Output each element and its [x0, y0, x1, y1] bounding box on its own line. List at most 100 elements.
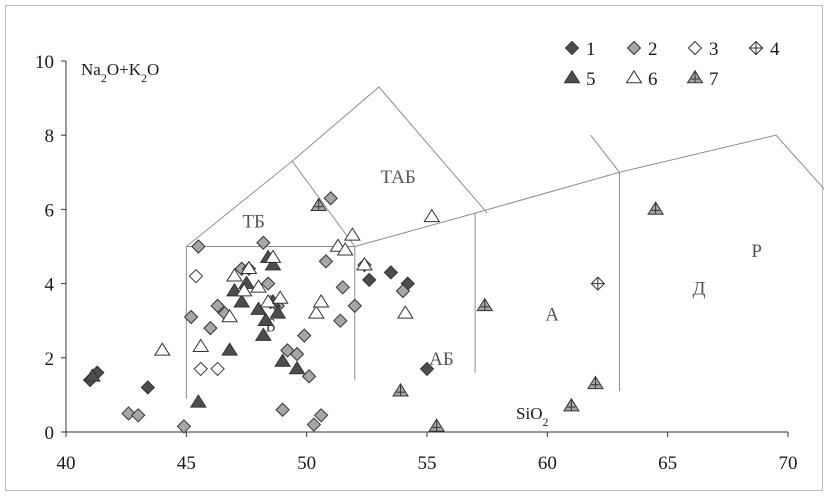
data-point [188, 268, 204, 284]
data-point [306, 417, 322, 432]
data-point [347, 298, 363, 314]
data-point [264, 256, 282, 271]
data-point [307, 305, 325, 319]
data-point [140, 380, 156, 395]
data-point [428, 418, 446, 432]
data-point [362, 272, 377, 288]
data-point [269, 305, 287, 319]
x-tick-label: 45 [177, 453, 196, 474]
data-point [210, 298, 225, 314]
data-point [189, 394, 207, 408]
series-7 [310, 197, 665, 432]
y-tick-label: 2 [45, 349, 55, 370]
data-point [476, 297, 494, 312]
data-point [310, 197, 328, 211]
data-point [590, 276, 606, 291]
legend-label-3: 3 [709, 39, 719, 60]
data-point [275, 402, 290, 417]
data-point [256, 235, 271, 250]
field-label: ТБ [242, 212, 265, 233]
data-point [289, 346, 305, 362]
data-point [274, 353, 292, 367]
data-point [587, 375, 604, 390]
x-axis-label: SiO2 [516, 404, 548, 429]
x-tick-label: 40 [57, 453, 76, 474]
data-point [333, 313, 348, 328]
legend-marker-3 [687, 40, 703, 56]
data-point [250, 279, 267, 293]
field-label: АБ [429, 349, 454, 370]
axes [65, 61, 788, 433]
x-tick-label: 65 [658, 453, 677, 474]
legend-marker-5 [563, 69, 581, 84]
data-point [423, 208, 441, 223]
data-point [257, 312, 275, 326]
data-point [221, 308, 239, 323]
data-point [191, 239, 206, 254]
series-6 [153, 208, 441, 356]
data-point [153, 342, 171, 356]
y-axis-label: Na2O+K2O [81, 60, 159, 85]
data-point [301, 369, 317, 384]
data-point [318, 254, 334, 269]
data-point [356, 256, 373, 271]
x-tick-label: 60 [538, 453, 557, 474]
legend-label-5: 5 [586, 69, 596, 90]
data-point [121, 406, 136, 421]
data-point [271, 290, 289, 304]
data-point [392, 383, 409, 397]
legend: 1 2 3 4 5 6 7 [563, 39, 780, 90]
data-points [82, 191, 665, 434]
field-boundary-line [354, 212, 476, 373]
data-point [233, 294, 251, 308]
legend-label-7: 7 [709, 69, 719, 90]
data-point [323, 191, 338, 206]
data-point [335, 280, 350, 295]
data-point [193, 361, 208, 377]
data-point [238, 275, 255, 289]
data-point [260, 276, 276, 291]
field-label: ТАБ [380, 167, 415, 188]
field-label: А [545, 304, 559, 325]
legend-marker-6 [625, 69, 643, 84]
data-point [226, 268, 243, 282]
field-label: Р [751, 241, 762, 262]
data-point [395, 283, 411, 299]
data-point [288, 360, 306, 375]
x-tick-label: 50 [297, 453, 316, 474]
data-point [250, 301, 267, 315]
data-point [84, 368, 101, 382]
legend-label-2: 2 [648, 39, 658, 60]
y-tick-label: 6 [45, 200, 55, 221]
x-tick-label: 55 [418, 453, 437, 474]
field-boundary-line [291, 86, 488, 214]
y-tick-label: 4 [45, 275, 55, 296]
data-point [130, 408, 146, 423]
data-point [647, 201, 665, 215]
data-point [419, 361, 435, 377]
data-point [336, 242, 354, 256]
legend-marker-7 [686, 69, 704, 84]
legend-label-4: 4 [770, 39, 780, 60]
data-point [259, 294, 277, 308]
field-labels: ТБТАББАБАДР [242, 167, 762, 370]
data-point [203, 320, 218, 336]
data-point [176, 419, 192, 434]
y-tick-label: 8 [45, 126, 55, 147]
x-tick-label: 70 [779, 453, 798, 474]
data-point [210, 361, 225, 377]
classification-field-lines [185, 86, 824, 399]
data-point [221, 342, 239, 356]
data-point [343, 227, 361, 241]
data-point [235, 282, 253, 297]
y-tick-label: 0 [45, 423, 55, 444]
series-2 [121, 191, 411, 434]
legend-marker-2 [626, 40, 642, 56]
legend-label-1: 1 [586, 39, 596, 60]
data-point [312, 294, 330, 308]
field-label: Д [692, 278, 705, 299]
field-boundary-line [590, 134, 620, 173]
